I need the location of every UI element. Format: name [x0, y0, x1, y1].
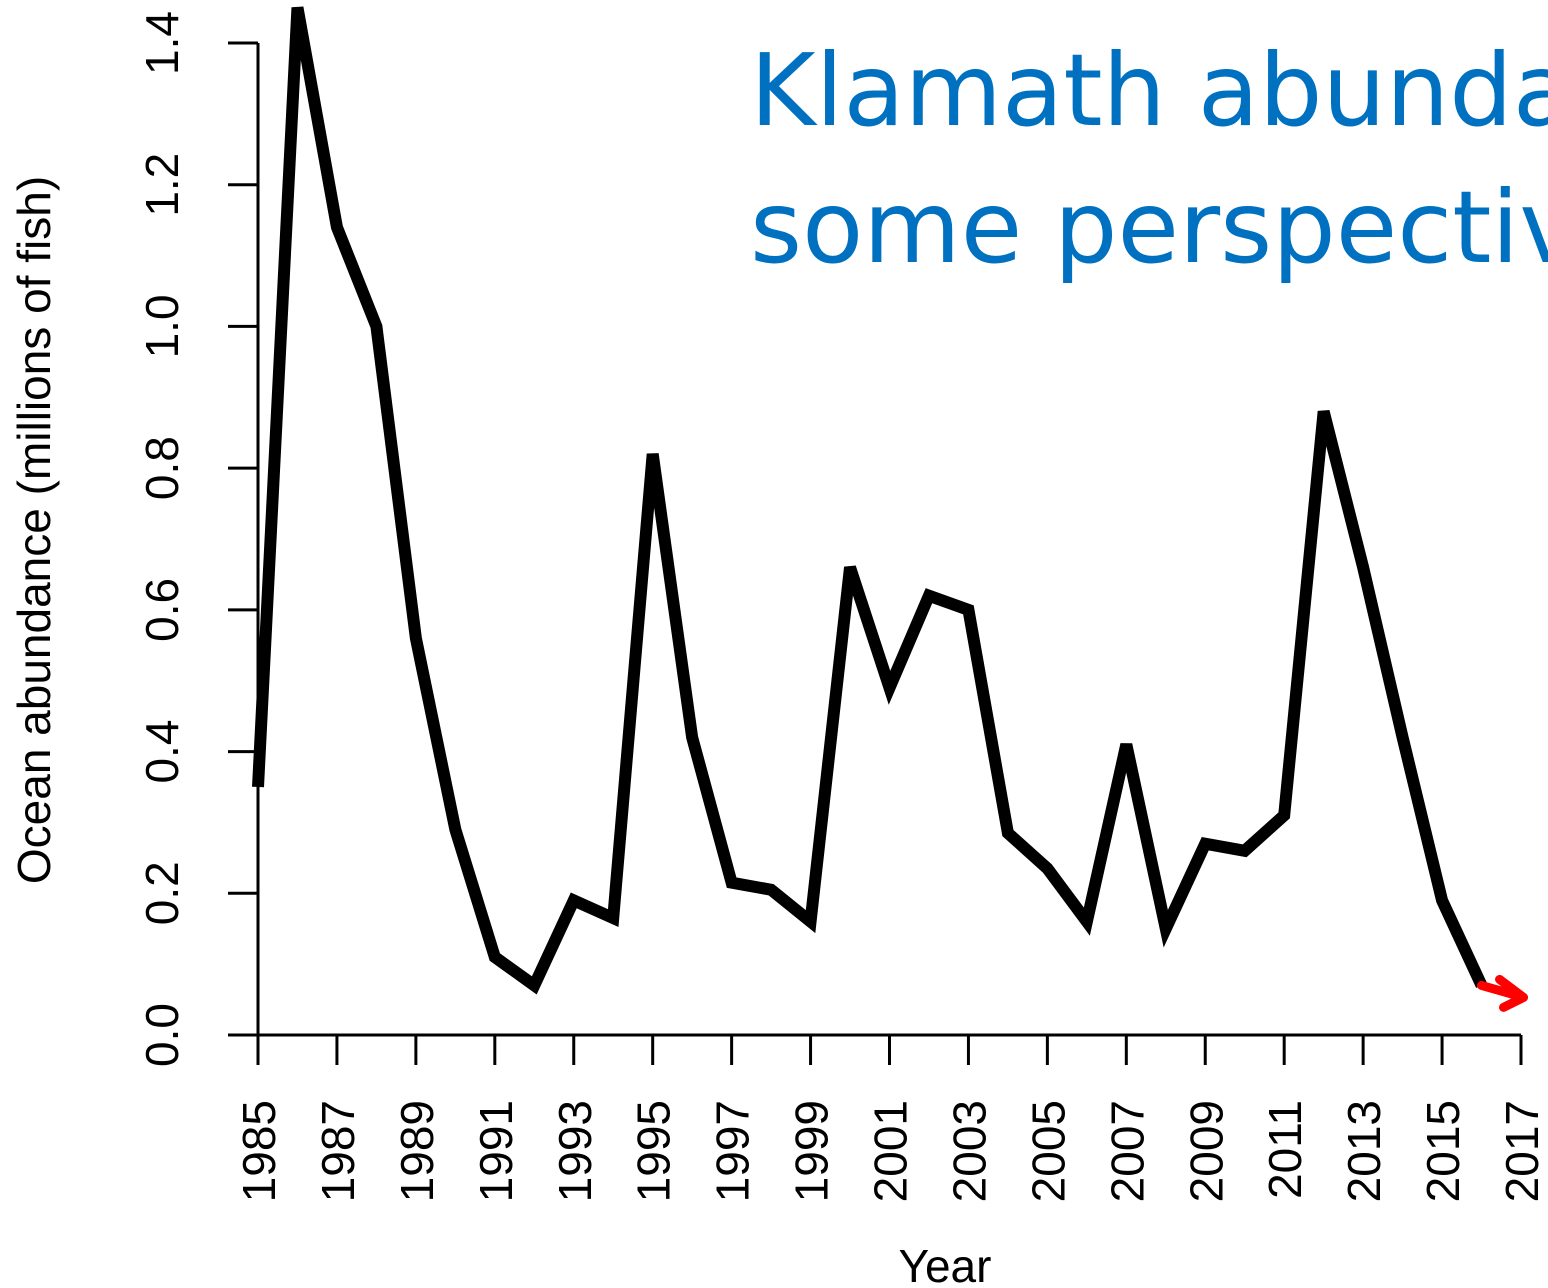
x-tick-label: 2013	[1338, 1100, 1390, 1202]
chart-title: some perspective	[750, 169, 1548, 286]
y-tick-label: 0.0	[136, 1003, 188, 1067]
x-tick-label: 1991	[470, 1100, 522, 1202]
x-tick-label: 1985	[233, 1100, 285, 1202]
x-tick-label: 2011	[1259, 1100, 1311, 1199]
chart-title: Klamath abundance	[750, 32, 1548, 149]
x-tick-label: 1997	[707, 1100, 759, 1202]
x-axis-title: Year	[899, 1240, 992, 1288]
x-tick-label: 2003	[943, 1100, 995, 1202]
x-tick-label: 2017	[1496, 1100, 1548, 1202]
y-tick-label: 0.8	[136, 436, 188, 500]
x-tick-label: 1993	[549, 1100, 601, 1202]
trend-arrow	[1477, 974, 1529, 1012]
y-tick-label: 0.4	[136, 720, 188, 784]
y-tick-label: 1.4	[136, 11, 188, 75]
y-tick-label: 0.6	[136, 578, 188, 642]
x-tick-label: 1999	[786, 1100, 838, 1202]
y-tick-label: 1.0	[136, 294, 188, 358]
x-tick-label: 2001	[865, 1100, 917, 1202]
data-line	[252, 6, 1487, 995]
x-tick-label: 2005	[1022, 1100, 1074, 1202]
x-tick-label: 1987	[312, 1100, 364, 1202]
y-axis-title: Ocean abundance (millions of fish)	[8, 176, 60, 884]
x-tick-label: 1995	[628, 1100, 680, 1202]
y-tick-label: 1.2	[136, 153, 188, 217]
y-tick-label: 0.2	[136, 861, 188, 925]
x-tick-label: 2007	[1101, 1100, 1153, 1202]
x-tick-label: 2015	[1417, 1100, 1469, 1202]
x-tick-label: 2009	[1180, 1100, 1232, 1202]
x-tick-label: 1989	[391, 1100, 443, 1202]
